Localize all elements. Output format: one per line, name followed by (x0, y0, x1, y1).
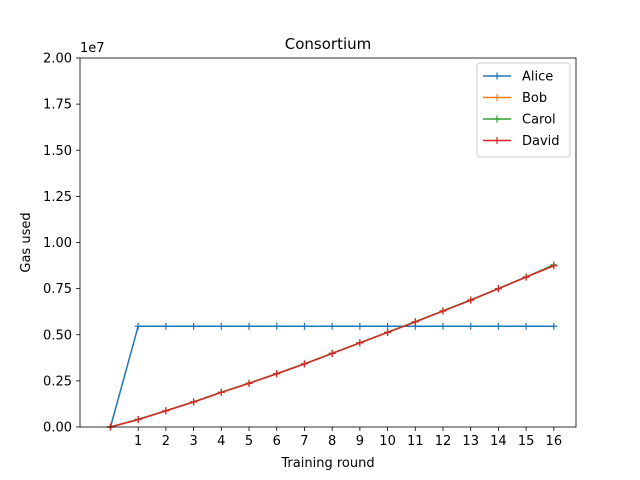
legend-label: Bob (522, 91, 547, 106)
data-point-alice (328, 322, 336, 330)
data-point-alice (494, 322, 502, 330)
x-tick-label: 4 (217, 434, 225, 449)
x-tick-label: 14 (490, 434, 507, 449)
axes-layer: 1 2 3 4 5 6 7 8 9 10 11 12 13 14 15 160.000.250.500.751… (43, 52, 577, 449)
legend-label: Alice (522, 70, 553, 85)
x-tick-label: 7 (300, 434, 308, 449)
y-tick-label: 1.75 (43, 98, 72, 113)
data-point-david (300, 360, 308, 368)
y-tick-label: 0.75 (43, 282, 72, 297)
legend-box (476, 62, 571, 158)
y-tick-label: 1.25 (43, 190, 72, 205)
x-tick-label: 10 (379, 434, 396, 449)
data-point-david (384, 328, 392, 336)
data-point-david (162, 407, 170, 415)
x-tick-label: 13 (462, 434, 479, 449)
data-point-alice (300, 322, 308, 330)
data-point-alice (162, 322, 170, 330)
x-tick-label: 1 (134, 434, 142, 449)
y-tick-label: 0.25 (43, 374, 72, 389)
legend: Alice Bob Carol David (476, 62, 571, 158)
data-point-alice (245, 322, 253, 330)
x-tick-label: 12 (435, 434, 452, 449)
y-tick-label: 1.50 (43, 144, 72, 159)
y-tick-label: 0.00 (43, 421, 72, 436)
data-point-alice (467, 322, 475, 330)
data-point-alice (217, 322, 225, 330)
x-tick-label: 6 (273, 434, 281, 449)
data-point-alice (522, 322, 530, 330)
x-tick-label: 3 (189, 434, 197, 449)
legend-entry-carol: Carol (483, 113, 556, 128)
x-axis-label: Training round (280, 456, 374, 471)
data-point-david (245, 379, 253, 387)
data-point-david (411, 318, 419, 326)
legend-label: David (522, 134, 560, 149)
chart-title: Consortium (285, 35, 371, 53)
y-tick-label: 2.00 (43, 52, 72, 67)
data-point-david (273, 370, 281, 378)
legend-entry-bob: Bob (483, 91, 547, 106)
data-point-david (328, 349, 336, 357)
y-axis-offset-label: 1e7 (80, 41, 105, 56)
x-tick-label: 5 (245, 434, 253, 449)
data-point-alice (384, 322, 392, 330)
data-point-david (190, 398, 198, 406)
y-tick-label: 1.00 (43, 236, 72, 251)
x-tick-label: 2 (162, 434, 170, 449)
plot-layer (106, 261, 558, 431)
data-point-david (439, 307, 447, 315)
y-axis-label: Gas used (19, 212, 34, 272)
legend-entry-alice: Alice (483, 70, 553, 85)
data-point-david (550, 262, 558, 270)
x-tick-label: 9 (356, 434, 364, 449)
data-point-alice (356, 322, 364, 330)
data-point-david (217, 388, 225, 396)
data-point-alice (134, 322, 142, 330)
y-tick-label: 0.50 (43, 328, 72, 343)
x-tick-label: 11 (407, 434, 424, 449)
data-point-david (356, 339, 364, 347)
legend-entry-david: David (483, 134, 560, 149)
legend-label: Carol (522, 113, 556, 128)
data-point-david (494, 285, 502, 293)
x-tick-label: 15 (518, 434, 535, 449)
data-point-alice (439, 322, 447, 330)
data-point-alice (273, 322, 281, 330)
data-point-david (522, 273, 530, 281)
data-point-alice (550, 322, 558, 330)
data-point-david (467, 296, 475, 304)
data-point-alice (190, 322, 198, 330)
data-point-david (134, 416, 142, 424)
x-tick-label: 8 (328, 434, 336, 449)
x-tick-label: 16 (546, 434, 563, 449)
